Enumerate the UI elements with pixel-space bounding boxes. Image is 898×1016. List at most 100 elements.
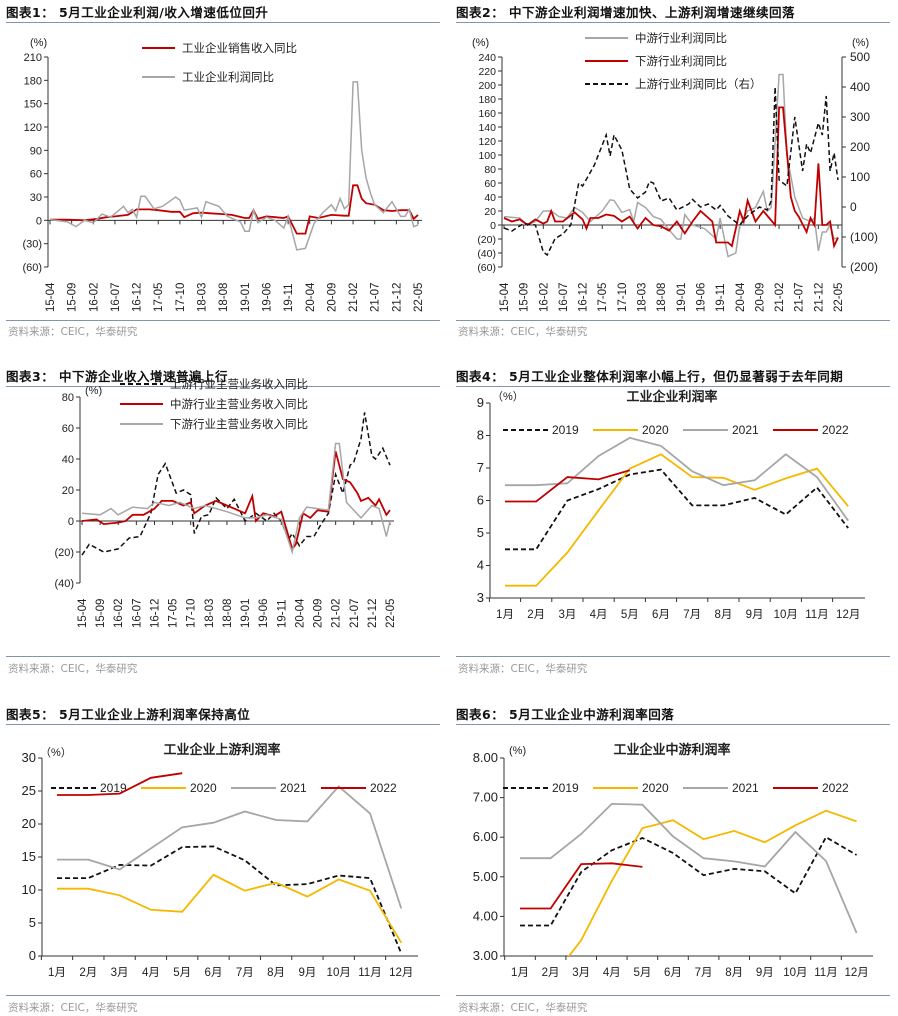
- y-tick-label: 8.00: [473, 750, 498, 765]
- y-tick-label: 60: [62, 423, 74, 435]
- title-divider: [6, 22, 440, 23]
- y-tick-label: 7.00: [473, 790, 498, 805]
- x-tick-label: 18-03: [204, 599, 216, 628]
- x-tick-label: 19-01: [240, 599, 252, 628]
- x-tick-label: 17-10: [175, 283, 187, 312]
- x-tick-label: 12月: [389, 967, 413, 979]
- title-divider: [6, 386, 440, 387]
- x-tick-label: 7月: [683, 609, 701, 621]
- x-tick-label: 12月: [844, 967, 868, 979]
- y2-tick-label: 300: [850, 110, 870, 124]
- y-tick-label: 30: [22, 750, 36, 765]
- chart-title: 工业企业中游利润率: [613, 742, 730, 757]
- x-tick-label: 1月: [48, 967, 66, 979]
- figure-1-panel: 图表1： 5月工业企业利润/收入增速低位回升 (60) (30) 0 30 60 90 12…: [0, 0, 440, 340]
- source-note: 资料来源：CEIC，华泰研究: [458, 663, 588, 675]
- series-line-2: [503, 86, 839, 257]
- footer-divider: [456, 995, 890, 996]
- series-line-2019: [57, 845, 403, 954]
- series-line-2021: [520, 802, 858, 934]
- x-tick-label: 17-10: [186, 599, 198, 628]
- y-tick-label: 20: [484, 206, 496, 218]
- y-tick-label: 0: [36, 215, 42, 227]
- y-tick-label: (40): [477, 248, 496, 260]
- figure-title: 图表5： 5月工业企业上游利润率保持高位: [6, 707, 251, 722]
- x-tick-label: 11月: [805, 609, 828, 621]
- x-tick-label: 16-02: [88, 283, 100, 312]
- x-tick-label: 20-04: [305, 282, 317, 312]
- y-unit-label: (%): [509, 745, 526, 757]
- y-tick-label: 100: [478, 150, 496, 162]
- legend-label: 2019: [552, 781, 579, 795]
- y-tick-label: 40: [484, 192, 496, 204]
- figure-3-panel: 图表3： 中下游企业收入增速普遍上行 (40) (20) 0 20 40 60 80 (%) 1…: [0, 364, 440, 684]
- series-line-2020: [567, 809, 857, 956]
- x-tick-label: 21-12: [391, 283, 403, 312]
- y-tick-label: 9: [477, 395, 484, 410]
- chart-3-svg: (40) (20) 0 20 40 60 80 (%) 15-04 15-09 16-02 16-07…: [54, 377, 397, 628]
- x-tick-label: 20-09: [754, 283, 766, 312]
- legend-label: 2019: [100, 781, 127, 795]
- y-tick-label: 120: [24, 122, 42, 134]
- y-tick-label: 240: [478, 52, 496, 64]
- y-tick-label: 8: [477, 428, 484, 443]
- y-tick-label: 15: [22, 849, 36, 864]
- y-tick-label: 40: [62, 454, 74, 466]
- y-tick-label: 140: [478, 122, 496, 134]
- y2-tick-label: (200): [850, 260, 878, 274]
- legend-label: 2021: [280, 781, 307, 795]
- series-line-0: [50, 184, 419, 235]
- y-tick-label: 7: [477, 460, 484, 475]
- x-tick-label: 1月: [511, 967, 529, 979]
- y-tick-label: (40): [54, 578, 74, 590]
- x-tick-label: 19-06: [695, 283, 707, 312]
- legend-label: 下游行业主营业务收入同比: [170, 417, 308, 431]
- x-tick-label: 19-01: [676, 283, 688, 312]
- x-tick-label: 5月: [633, 967, 651, 979]
- x-tick-label: 4月: [142, 967, 160, 979]
- x-tick-label: 11月: [814, 967, 837, 979]
- x-tick-label: 19-11: [276, 599, 288, 628]
- x-tick-label: 16-07: [110, 283, 122, 312]
- x-tick-label: 17-05: [168, 599, 180, 628]
- x-tick-label: 9月: [756, 967, 774, 979]
- x-tick-label: 21-12: [367, 599, 379, 628]
- x-tick-label: 4月: [603, 967, 621, 979]
- x-tick-label: 22-05: [413, 283, 425, 312]
- x-tick-label: 20-04: [294, 598, 306, 628]
- x-tick-label: 8月: [714, 609, 732, 621]
- x-tick-label: 8月: [267, 967, 285, 979]
- y-tick-label: (30): [22, 239, 42, 251]
- figure-6-panel: 图表6： 5月工业企业中游利润率回落 3.00 4.00 5.00 6.00 7.00 8…: [450, 702, 890, 1016]
- x-tick-label: 3月: [111, 967, 129, 979]
- series-line-2019: [505, 468, 849, 551]
- y-tick-label: 30: [30, 192, 42, 204]
- y-unit-label: （%）: [40, 746, 72, 759]
- x-tick-label: 3月: [572, 967, 590, 979]
- y-tick-label: 6: [477, 493, 484, 508]
- source-note: 资料来源：CEIC，华泰研究: [8, 663, 138, 675]
- series-line-2021: [505, 436, 849, 522]
- footer-divider: [6, 320, 440, 321]
- series-line-2020: [57, 873, 403, 944]
- y2-tick-label: (100): [850, 230, 878, 244]
- y-tick-label: 200: [478, 80, 496, 92]
- series-line-2020: [505, 453, 849, 587]
- y-tick-label: 150: [24, 99, 42, 111]
- y-tick-label: 90: [30, 145, 42, 157]
- y-unit-label: (%): [85, 385, 102, 397]
- x-tick-label: 4月: [590, 609, 608, 621]
- x-tick-label: 2月: [542, 967, 560, 979]
- x-tick-label: 5月: [621, 609, 639, 621]
- legend-label: 中游行业主营业务收入同比: [170, 397, 308, 411]
- y-tick-label: (20): [477, 234, 496, 246]
- source-note: 资料来源：CEIC，华泰研究: [8, 326, 138, 338]
- legend-label: 2019: [552, 423, 579, 437]
- series-line-1: [81, 451, 391, 551]
- x-tick-label: 15-09: [519, 283, 531, 312]
- legend-label: 上游行业利润同比（右）: [635, 77, 762, 91]
- y-tick-label: 80: [484, 164, 496, 176]
- legend-label: 2021: [732, 423, 759, 437]
- legend-label: 下游行业利润同比: [635, 54, 727, 68]
- x-tick-label: 9月: [746, 609, 764, 621]
